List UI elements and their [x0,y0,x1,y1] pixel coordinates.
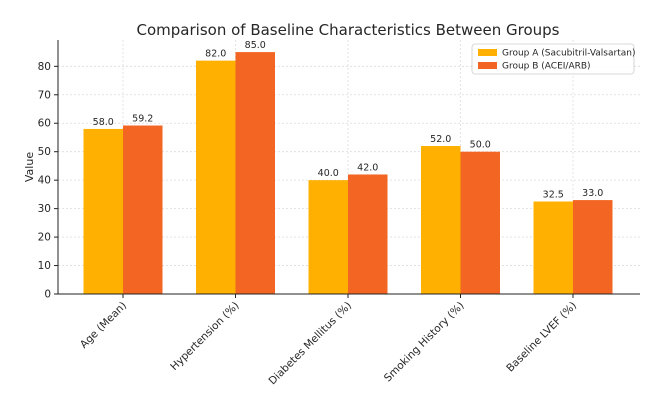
x-tick-label: Diabetes Mellitus (%) [266,300,354,388]
y-tick-label: 50 [38,146,51,158]
x-tick-label: Baseline LVEF (%) [504,300,579,375]
y-tick-label: 40 [38,175,51,187]
y-tick-label: 60 [38,118,51,130]
y-tick-label: 0 [44,289,51,301]
bar-group-b [348,174,388,294]
y-tick-label: 10 [38,260,51,272]
bar-group-b [235,52,275,294]
x-tick-label: Age (Mean) [78,300,129,351]
y-tick-label: 80 [38,61,51,73]
legend-label: Group B (ACEI/ARB) [502,62,591,72]
y-tick-label: 20 [38,232,51,244]
data-label: 32.5 [543,190,564,201]
data-label: 50.0 [470,140,491,151]
data-label: 40.0 [318,168,339,179]
bar-group-a [196,60,236,294]
y-tick-label: 70 [38,89,51,101]
legend-swatch [478,62,497,69]
y-tick-label: 30 [38,203,51,215]
x-tick-label: Hypertension (%) [168,300,241,373]
legend: Group A (Sacubitril-Valsartan) Group B (A… [471,43,635,75]
data-label: 82.0 [205,49,226,60]
data-label: 59.2 [132,114,153,125]
data-labels: 58.0 82.0 40.0 52.0 32.5 59.2 85.0 42.0 50.0 33.0 [93,40,604,200]
data-label: 85.0 [245,40,266,51]
bar-group-a [421,146,461,294]
data-label: 33.0 [582,188,603,199]
y-axis-label: Value [23,152,36,182]
bar-group-a [308,180,348,294]
legend-swatch [478,49,497,56]
bar-group-a [83,128,123,294]
data-label: 42.0 [357,162,378,173]
bar-group-b [460,151,500,294]
data-label: 58.0 [93,117,114,128]
data-label: 52.0 [430,134,451,145]
bar-group-a [533,201,573,294]
x-tick-label: Smoking History (%) [382,300,467,385]
chart-title: Comparison of Baseline Characteristics B… [137,21,560,39]
legend-box [471,43,635,75]
bar-group-b [573,200,613,294]
bar-group-b [123,125,163,294]
legend-label: Group A (Sacubitril-Valsartan) [502,49,635,59]
bars [83,52,613,294]
